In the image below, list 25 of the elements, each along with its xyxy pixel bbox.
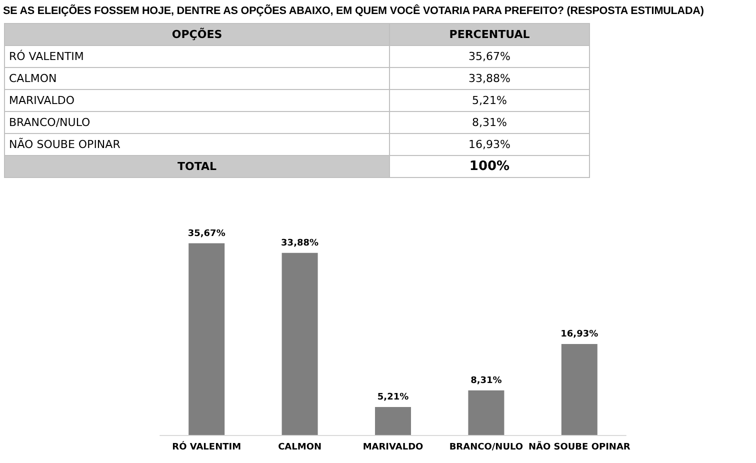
text: 33,88% bbox=[468, 72, 510, 85]
text: TOTAL bbox=[4, 156, 390, 178]
x-tick-label: BRANCO/NULO bbox=[449, 442, 524, 452]
text: 5,21% bbox=[472, 94, 507, 107]
chart-title: SE AS ELEIÇÕES FOSSEM HOJE, DENTRE AS OPÇÕES ABAIXO, EM QUEM VOCÊ VOTARIA PARA PREFEITO? (RESPOSTA ESTIMULADA) bbox=[3, 5, 704, 17]
text: PERCENTUAL bbox=[390, 24, 590, 46]
text: 16,93% bbox=[468, 138, 510, 151]
category-label: MARIVALDO bbox=[9, 94, 75, 107]
text: 100% bbox=[390, 156, 590, 178]
data-label: 5,21% bbox=[377, 392, 409, 402]
data-label: 35,67% bbox=[188, 228, 226, 239]
category-label: BRANCO/NULO bbox=[9, 116, 90, 129]
text: OPÇÕES bbox=[4, 24, 390, 46]
data-label: 16,93% bbox=[560, 330, 598, 340]
text: 8,31% bbox=[472, 116, 507, 129]
category-label: CALMON bbox=[9, 72, 57, 85]
text: 35,67% bbox=[468, 50, 510, 63]
category-label: NÃO SOUBE OPINAR bbox=[9, 138, 120, 151]
category-label: RÓ VALENTIM bbox=[9, 50, 84, 63]
x-tick-label: NÃO SOUBE OPINAR bbox=[528, 440, 630, 452]
data-label: 8,31% bbox=[470, 376, 502, 386]
x-tick-label: CALMON bbox=[278, 442, 322, 452]
data-label: 33,88% bbox=[281, 238, 319, 248]
x-tick-label: RÓ VALENTIM bbox=[172, 440, 242, 452]
x-tick-label: MARIVALDO bbox=[362, 442, 424, 452]
